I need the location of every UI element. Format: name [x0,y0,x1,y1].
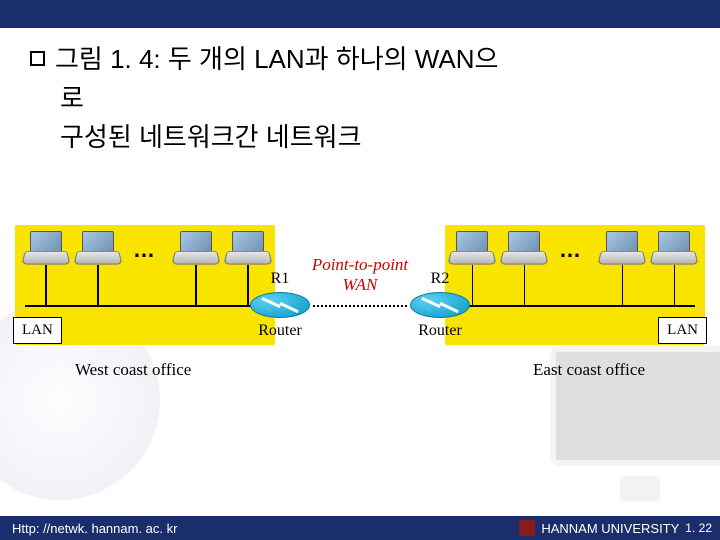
title-line3: 구성된 네트워크간 네트워크 [60,122,362,152]
footer-bar: Http: //netwk. hannam. ac. kr HANNAM UNI… [0,516,720,540]
cable [195,265,197,305]
lan-bus [445,305,695,307]
ellipsis: … [559,237,585,263]
wan-label-l1: Point-to-point [312,255,408,274]
laptop-icon [25,231,67,267]
bullet-icon [30,51,45,66]
footer-url: Http: //netwk. hannam. ac. kr [0,521,177,536]
cable [97,265,99,305]
title-line1: 그림 1. 4: 두 개의 LAN과 하나의 WAN으 [55,44,498,74]
laptop-icon [653,231,695,267]
cable [472,265,474,305]
cable [524,265,526,305]
slide-title: 그림 1. 4: 두 개의 LAN과 하나의 WAN으 로 구성된 네트워크간 … [30,40,690,157]
router-left: R1 Router [250,292,310,318]
university-logo-icon [519,520,535,536]
router-icon [250,292,310,318]
router-under-label: Router [410,322,470,340]
cable [247,265,249,305]
router-icon [410,292,470,318]
lan-bus [25,305,275,307]
router-right: R2 Router [410,292,470,318]
slide-number: 1. 22 [685,521,712,535]
cable [622,265,624,305]
router1-label: R1 [250,270,310,288]
router-under-label: Router [250,322,310,340]
network-diagram: … … LAN LAN R1 Router R2 Router Point-to… [15,225,705,420]
router2-label: R2 [410,270,470,288]
wan-link [313,305,407,307]
title-line2: 로 [60,83,84,113]
cable [45,265,47,305]
laptop-icon [451,231,493,267]
lan-label-left: LAN [13,317,62,344]
header-bar [0,0,720,28]
ellipsis: … [133,237,159,263]
laptop-icon [175,231,217,267]
laptop-icon [503,231,545,267]
west-office-label: West coast office [75,360,191,380]
laptop-icon [77,231,119,267]
lan-label-right: LAN [658,317,707,344]
laptop-icon [601,231,643,267]
wan-label: Point-to-point WAN [310,255,410,295]
laptop-icon [227,231,269,267]
east-office-label: East coast office [533,360,645,380]
cable [674,265,676,305]
footer-university: HANNAM UNIVERSITY [541,521,679,536]
wan-label-l2: WAN [343,275,378,294]
